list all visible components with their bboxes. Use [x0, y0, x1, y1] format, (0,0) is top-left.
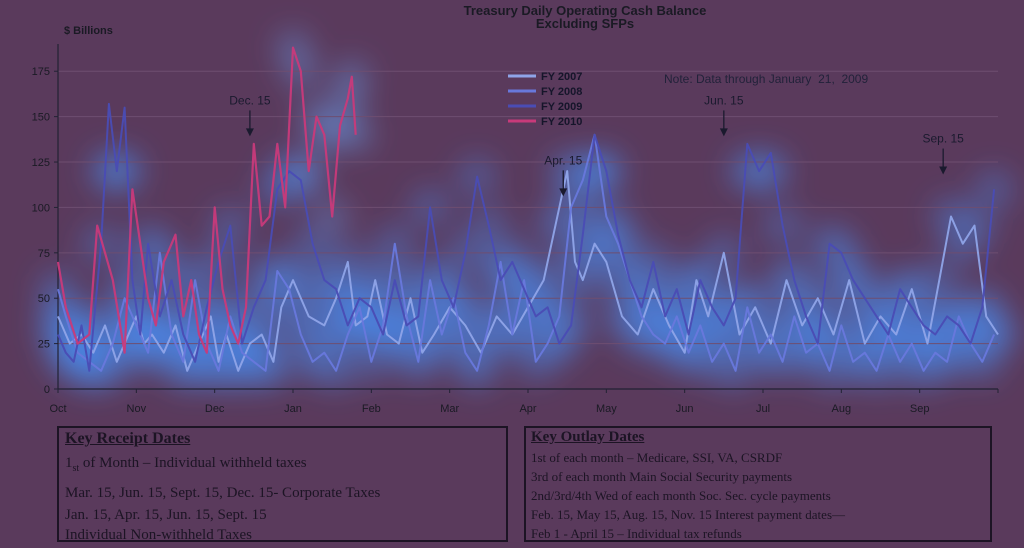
x-tick-label: Feb — [362, 403, 381, 415]
x-tick-label: May — [596, 403, 617, 415]
chart-note: Note: Data through January 21, 2009 — [664, 72, 868, 86]
glow-blob — [750, 151, 791, 192]
annotation-label: Dec. 15 — [229, 93, 271, 107]
key-receipt-dates-box: Key Receipt Dates 1st of Month – Individ… — [57, 426, 508, 543]
glow-blob — [974, 169, 1015, 210]
annotation-label: Apr. 15 — [544, 153, 582, 167]
receipt-line-1: 1st of Month – Individual withheld taxes — [65, 455, 307, 474]
x-tick-label: Mar — [440, 403, 459, 415]
annotation-label: Sep. 15 — [922, 132, 964, 146]
outlay-title: Key Outlay Dates — [531, 429, 645, 445]
series-line-fy-2008 — [57, 133, 996, 372]
legend-label: FY 2009 — [541, 101, 582, 113]
chart-title: Treasury Daily Operating Cash Balance — [463, 3, 707, 18]
key-outlay-dates-box: Key Outlay Dates 1st of each month – Med… — [524, 426, 992, 542]
outlay-line-5: Feb 1 - April 15 – Individual tax refund… — [531, 526, 742, 541]
x-tick-label: Apr — [519, 403, 536, 415]
series-line-fy-2010 — [56, 46, 357, 354]
legend: FY 2007 FY 2008 FY 2009 FY 2010 — [508, 71, 582, 128]
series-lines — [56, 46, 999, 372]
annotation-arrow-head — [719, 128, 728, 137]
y-axis-label: $ Billions — [64, 25, 113, 37]
x-tick-label: Nov — [127, 403, 147, 415]
annotation-arrow-head — [559, 188, 568, 197]
outlay-line-2: 3rd of each month Main Social Security p… — [531, 469, 793, 484]
legend-label: FY 2010 — [541, 116, 582, 128]
receipt-line-3: Jan. 15, Apr. 15, Jun. 15, Sept. 15 — [65, 507, 267, 523]
x-axis-ticks: Oct Nov Dec Jan Feb Mar Apr May Jun Jul Aug Sep — [49, 389, 999, 415]
y-tick-label: 175 — [32, 66, 50, 78]
x-tick-label: Oct — [49, 403, 66, 415]
annotation-label: Jun. 15 — [704, 93, 744, 107]
x-tick-label: Jul — [756, 403, 770, 415]
y-tick-label: 125 — [32, 157, 50, 169]
x-tick-label: Dec — [205, 403, 225, 415]
x-tick-label: Jun — [676, 403, 694, 415]
annotation-arrow-head — [939, 166, 948, 175]
annotation-arrow-head — [245, 128, 254, 137]
x-tick-label: Aug — [832, 403, 852, 415]
y-tick-label: 75 — [38, 248, 50, 260]
y-tick-label: 0 — [44, 384, 50, 396]
y-tick-label: 150 — [32, 112, 50, 124]
receipt-title: Key Receipt Dates — [65, 430, 191, 447]
y-axis-ticks: 0 25 50 75 100 125 150 175 — [32, 66, 58, 396]
y-tick-label: 100 — [32, 202, 50, 214]
receipt-line-4: Individual Non-withheld Taxes — [65, 527, 252, 543]
y-tick-label: 25 — [38, 339, 50, 351]
x-tick-label: Sep — [910, 403, 930, 415]
receipt-line-2: Mar. 15, Jun. 15, Sept. 15, Dec. 15- Cor… — [65, 485, 381, 501]
annotations: Dec. 15 Apr. 15 Jun. 15 Sep. 15 — [229, 93, 964, 197]
glow-blob — [104, 151, 145, 192]
x-tick-label: Jan — [284, 403, 302, 415]
series-line-fy-2009 — [57, 102, 996, 372]
legend-label: FY 2008 — [541, 86, 582, 98]
outlay-line-3: 2nd/3rd/4th Wed of each month Soc. Sec. … — [531, 488, 831, 503]
outlay-line-4: Feb. 15, May 15, Aug. 15, Nov. 15 Intere… — [531, 507, 845, 522]
chart-subtitle: Excluding SFPs — [535, 16, 635, 31]
chart-svg: 0 25 50 75 100 125 150 175 Oct Nov Dec Jan Feb Mar Ap… — [32, 25, 1018, 415]
y-tick-label: 50 — [38, 293, 50, 305]
legend-label: FY 2007 — [541, 71, 582, 83]
outlay-line-1: 1st of each month – Medicare, SSI, VA, C… — [531, 450, 783, 465]
